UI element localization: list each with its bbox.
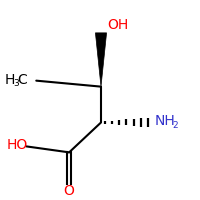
Text: O: O	[63, 184, 74, 198]
Text: 3: 3	[13, 79, 19, 88]
Text: C: C	[17, 73, 27, 87]
Polygon shape	[95, 33, 107, 87]
Text: NH: NH	[155, 114, 176, 128]
Text: H: H	[4, 73, 15, 87]
Text: 2: 2	[173, 121, 178, 130]
Text: OH: OH	[107, 18, 128, 32]
Text: HO: HO	[6, 138, 28, 152]
